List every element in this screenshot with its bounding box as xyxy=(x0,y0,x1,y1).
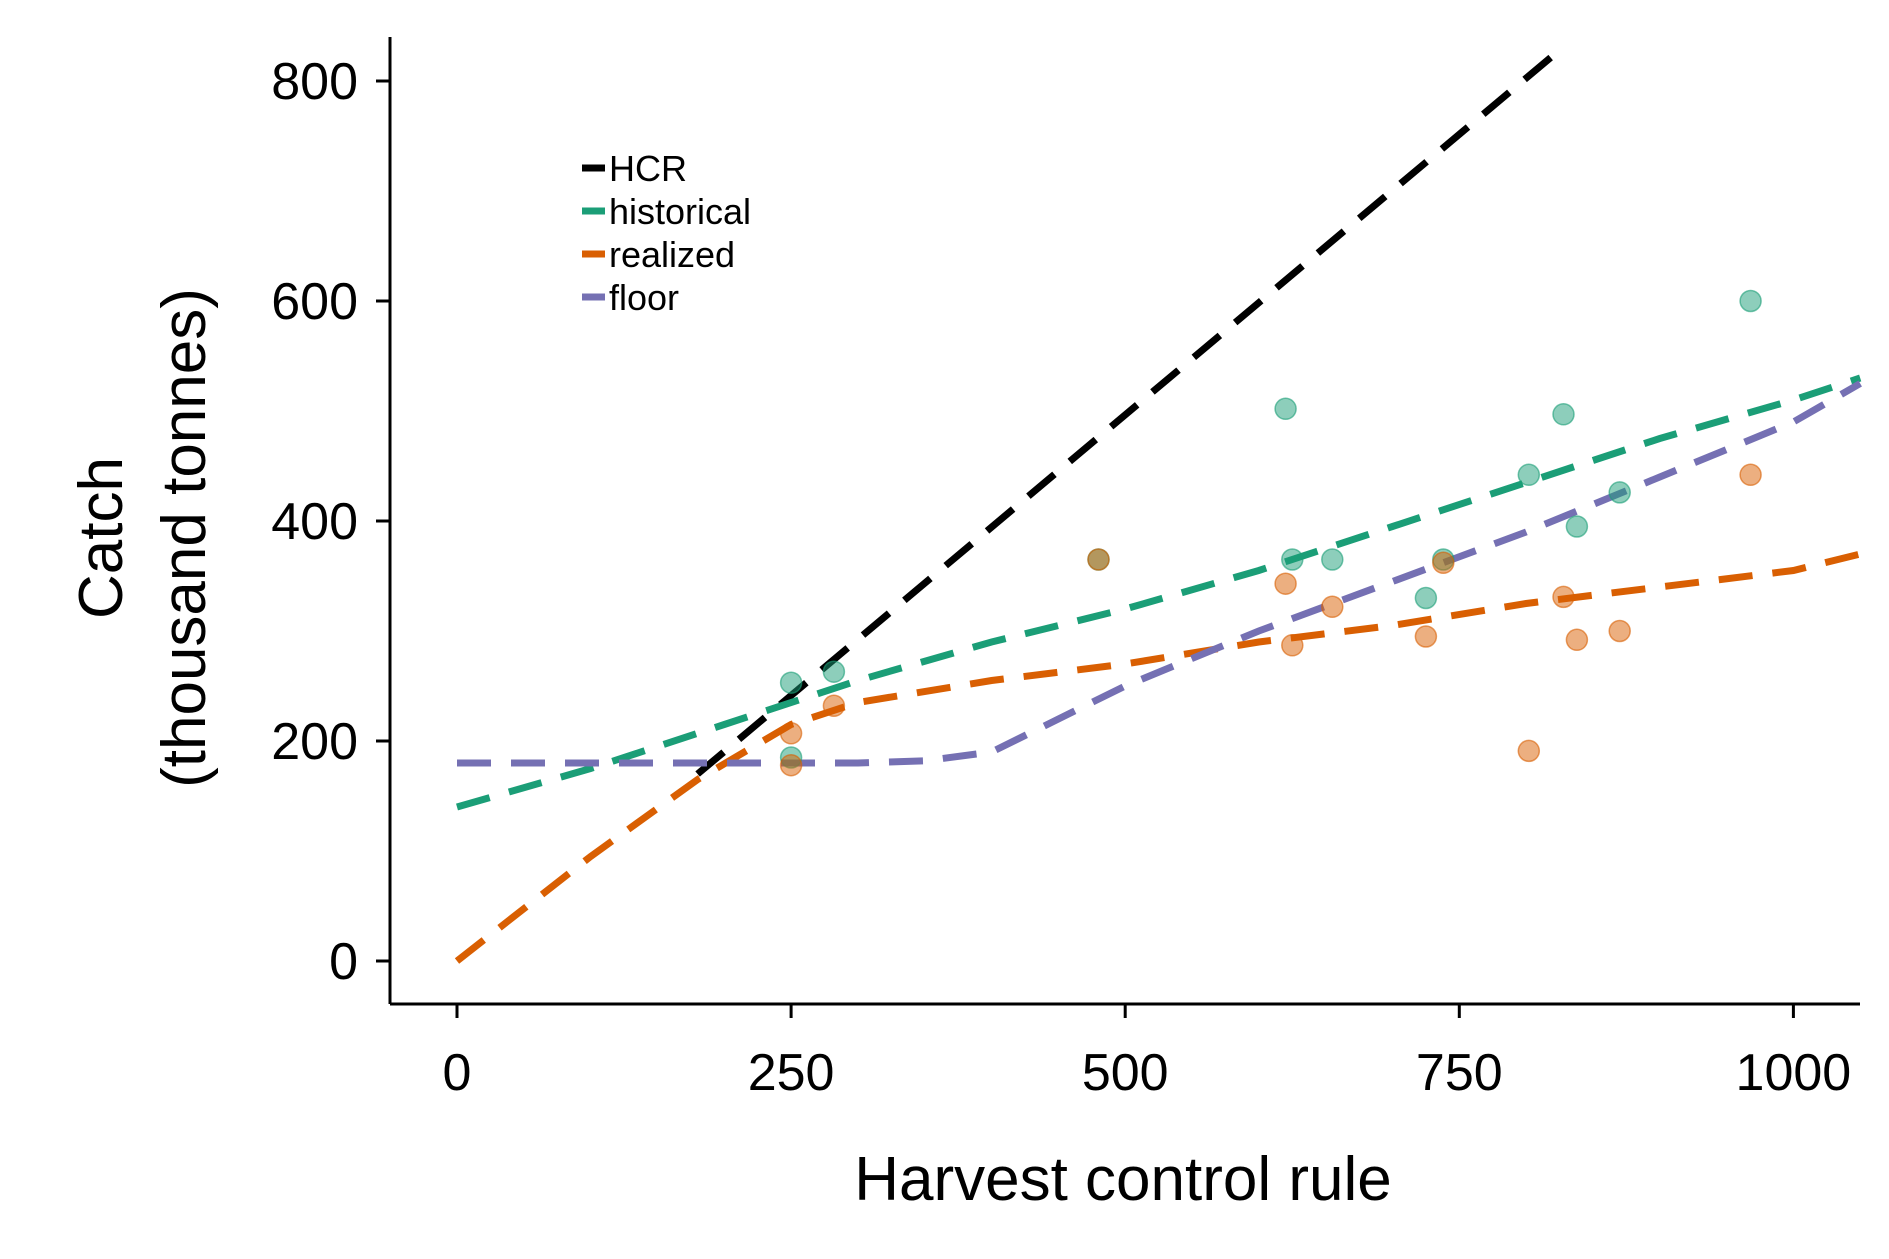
legend-label-realized: realized xyxy=(609,234,735,275)
point-realized xyxy=(1739,463,1762,487)
point-realized xyxy=(1432,551,1455,575)
point-historical xyxy=(1274,397,1297,421)
point-historical xyxy=(1414,586,1438,610)
line-floor xyxy=(457,380,1862,767)
point-historical xyxy=(1552,403,1575,426)
y-tick-label: 800 xyxy=(271,53,358,111)
legend-label-floor: floor xyxy=(609,277,679,318)
point-historical xyxy=(1565,515,1589,538)
point-realized xyxy=(1517,739,1541,763)
line-HCR xyxy=(695,50,1558,777)
x-tick-label: 250 xyxy=(748,1044,835,1102)
point-historical xyxy=(1517,463,1541,487)
line-historical xyxy=(456,374,1862,811)
point-realized xyxy=(1414,625,1438,648)
point-realized xyxy=(1321,595,1344,619)
x-tick-label: 500 xyxy=(1082,1044,1169,1102)
y-tick-label: 0 xyxy=(329,933,358,991)
ticks: 0 250 500 750 1000 0 200 400 600 800 xyxy=(271,53,1851,1102)
line-realized xyxy=(454,550,1862,964)
point-realized xyxy=(1281,634,1304,657)
point-realized xyxy=(1552,585,1575,609)
point-realized xyxy=(1087,548,1110,571)
point-historical xyxy=(1281,548,1304,571)
point-historical xyxy=(822,660,846,683)
point-historical xyxy=(1321,548,1344,571)
data-points xyxy=(779,289,1762,777)
x-tick-label: 1000 xyxy=(1736,1044,1852,1102)
y-tick-label: 400 xyxy=(271,493,358,551)
point-realized xyxy=(1608,619,1631,643)
x-axis-title: Harvest control rule xyxy=(854,1145,1392,1214)
point-historical xyxy=(779,671,803,694)
point-historical xyxy=(1739,289,1762,313)
legend-label-HCR: HCR xyxy=(609,148,687,189)
series-lines xyxy=(454,50,1862,964)
point-realized xyxy=(1565,628,1589,652)
x-tick-label: 0 xyxy=(443,1044,472,1102)
y-tick-label: 200 xyxy=(271,713,358,771)
point-realized xyxy=(822,694,846,718)
point-historical xyxy=(1608,481,1631,504)
y-axis-title-line2: (thousand tonnes) xyxy=(150,288,219,788)
x-tick-label: 750 xyxy=(1416,1044,1503,1102)
y-axis-title-line1: Catch xyxy=(67,457,136,619)
point-realized xyxy=(779,722,803,745)
legend-label-historical: historical xyxy=(609,191,751,232)
y-tick-label: 600 xyxy=(271,273,358,331)
point-realized xyxy=(779,753,803,777)
point-realized xyxy=(1274,572,1297,595)
